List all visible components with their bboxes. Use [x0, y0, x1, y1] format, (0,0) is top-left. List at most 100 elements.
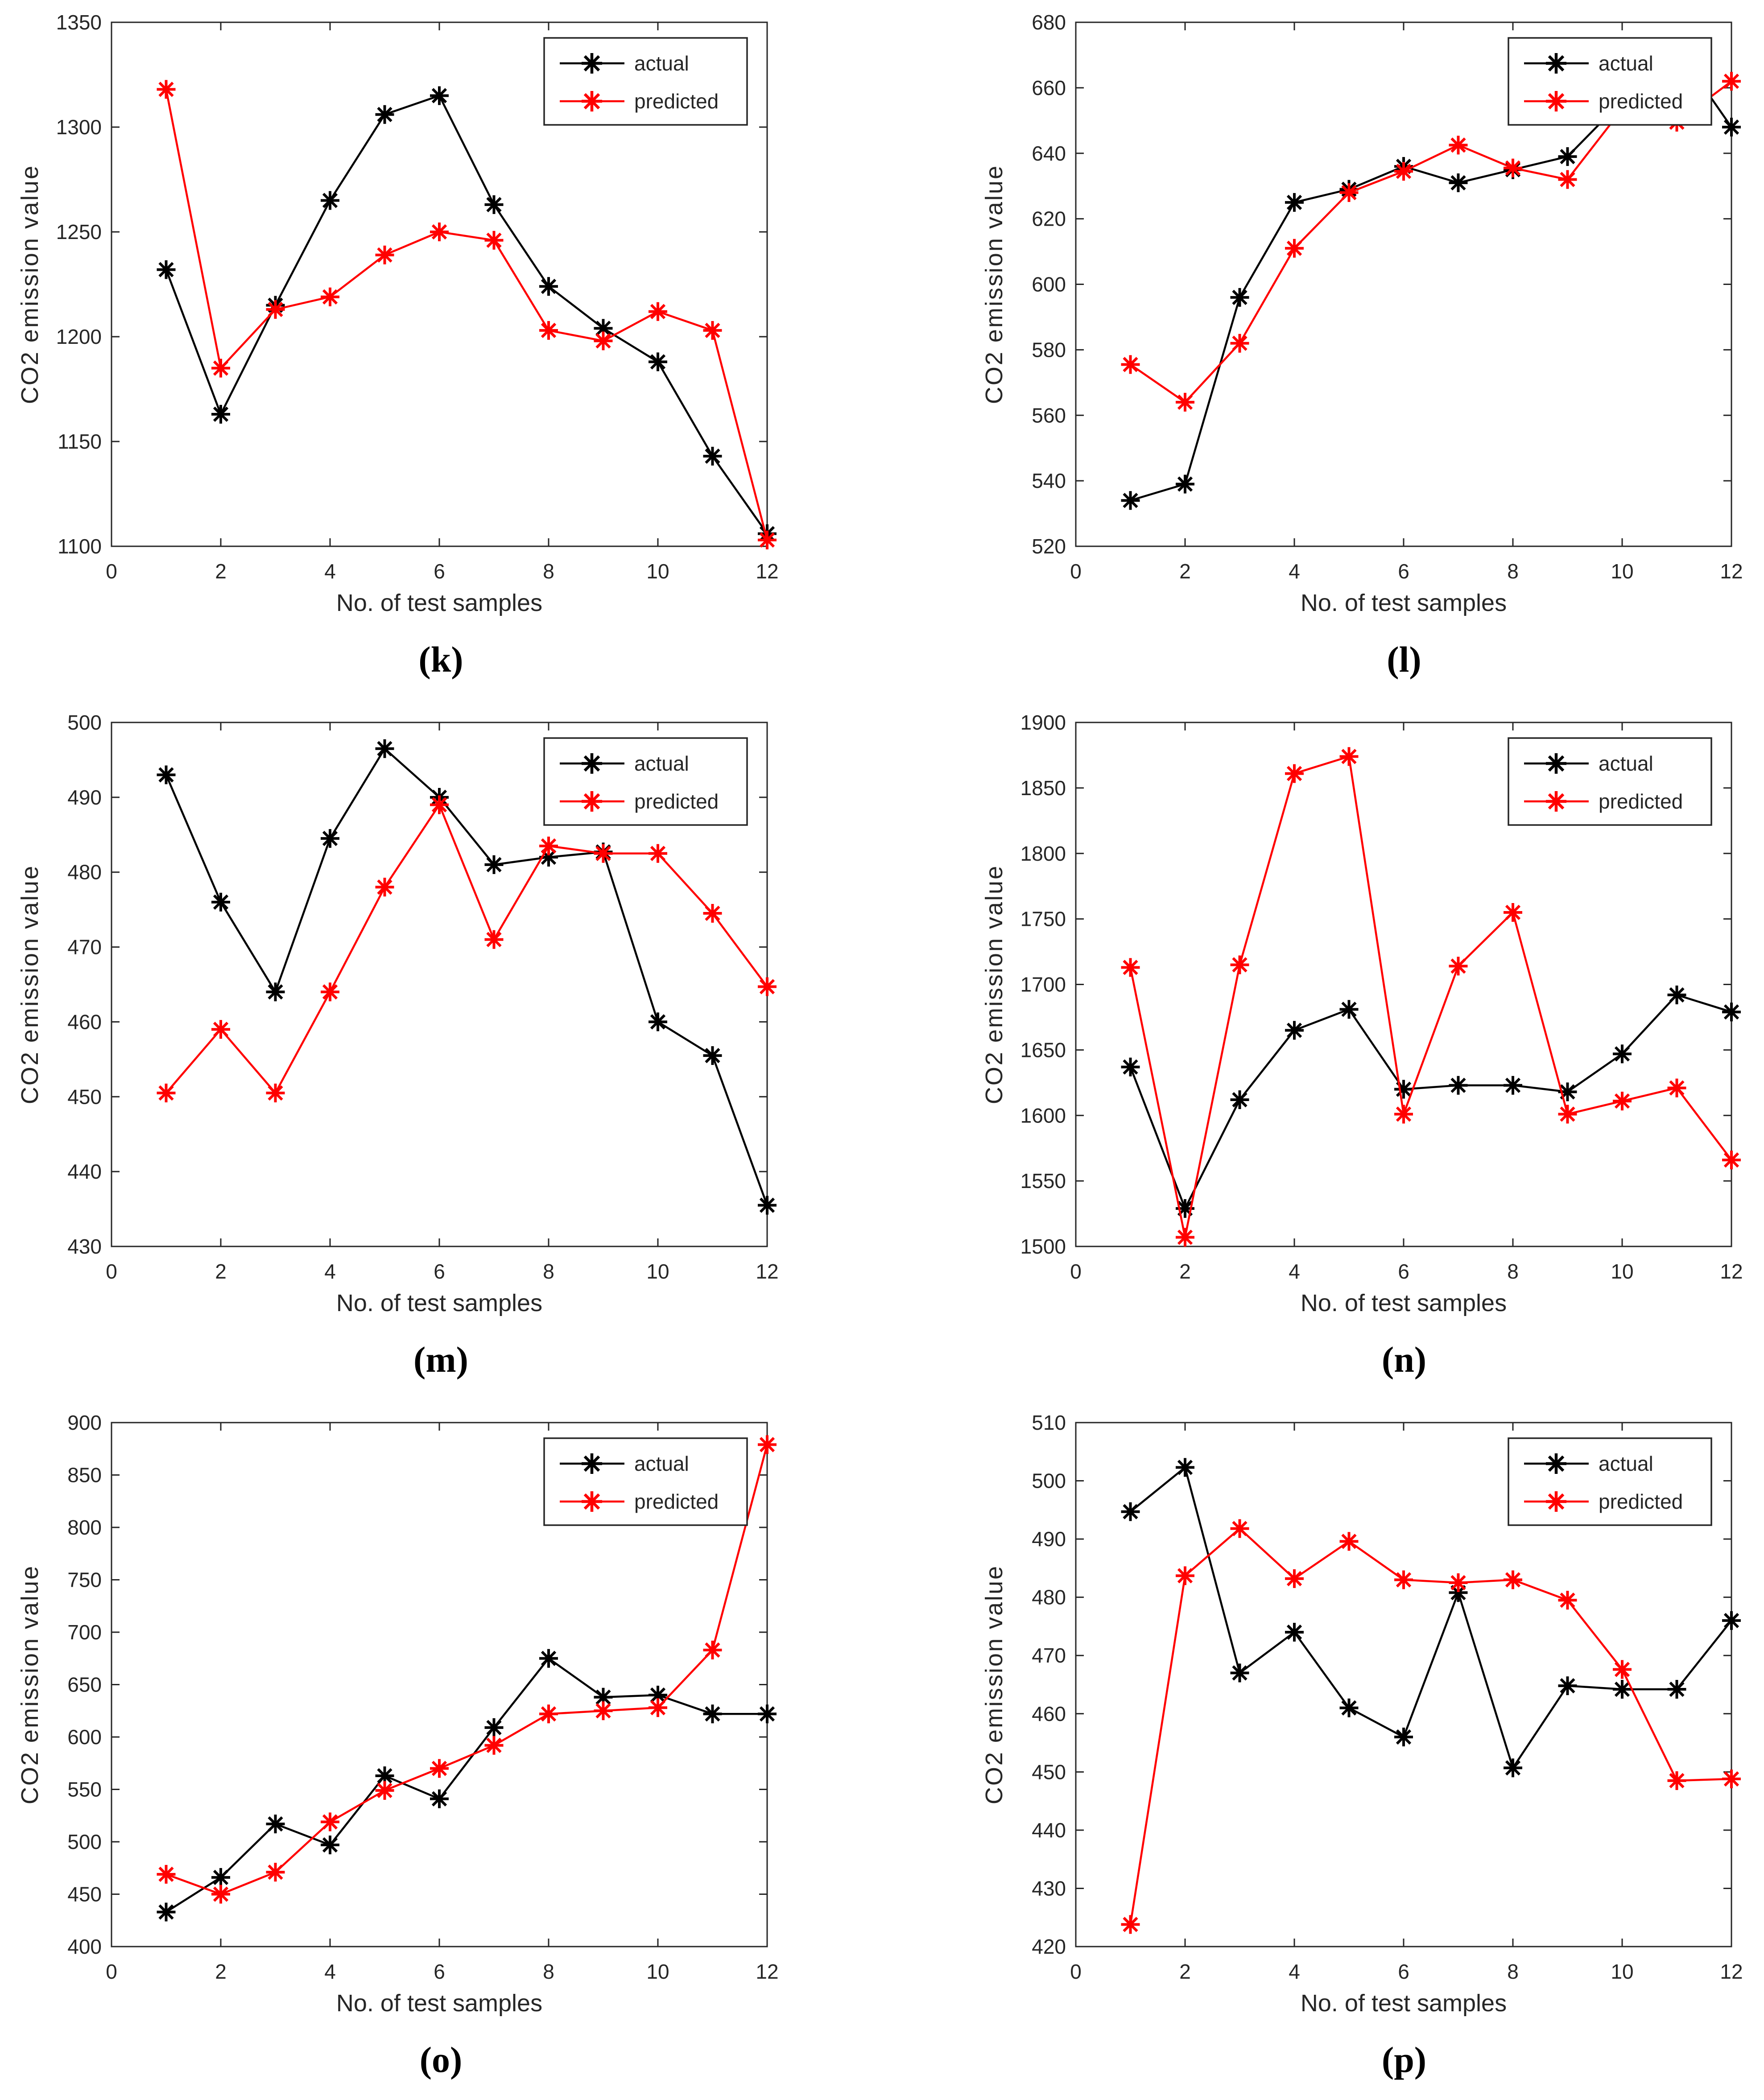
y-tick-labels: 1500 1550 1600 1650 1700 1750 1800 1850 1900 — [1020, 711, 1066, 1258]
svg-text:480: 480 — [67, 861, 102, 884]
svg-text:480: 480 — [1032, 1586, 1066, 1609]
svg-text:2: 2 — [215, 560, 227, 583]
y-tick-labels: 520 540 560 580 600 620 640 660 680 — [1032, 11, 1066, 558]
legend-box — [543, 737, 748, 826]
svg-text:10: 10 — [646, 1960, 669, 1983]
svg-text:1500: 1500 — [1020, 1235, 1066, 1258]
axis-ticks — [111, 1422, 768, 1947]
svg-text:1800: 1800 — [1020, 842, 1066, 865]
legend-label-predicted: predicted — [634, 90, 719, 113]
legend-box — [1508, 737, 1712, 826]
svg-text:2: 2 — [215, 1960, 227, 1983]
svg-text:400: 400 — [67, 1935, 102, 1958]
svg-text:680: 680 — [1032, 11, 1066, 34]
svg-text:8: 8 — [543, 560, 554, 583]
svg-text:0: 0 — [1070, 1260, 1082, 1283]
svg-text:440: 440 — [1032, 1819, 1066, 1842]
svg-text:8: 8 — [543, 1260, 554, 1283]
svg-text:460: 460 — [1032, 1702, 1066, 1725]
svg-text:1750: 1750 — [1020, 908, 1066, 931]
legend-marker-actual — [1546, 53, 1566, 74]
svg-text:620: 620 — [1032, 207, 1066, 231]
legend: actual predicted — [543, 1437, 748, 1526]
series-predicted-markers — [1121, 747, 1741, 1247]
svg-text:6: 6 — [434, 1960, 445, 1983]
x-axis-label: No. of test samples — [336, 1290, 542, 1316]
svg-text:0: 0 — [106, 1260, 117, 1283]
legend-label-actual: actual — [634, 1452, 689, 1475]
y-tick-labels: 400 450 500 550 600 650 700 750 800 850 900 — [67, 1411, 102, 1958]
svg-text:8: 8 — [1507, 1960, 1519, 1983]
series-predicted-line — [165, 89, 768, 540]
svg-text:1150: 1150 — [58, 430, 102, 453]
x-tick-labels: 0 2 4 6 8 10 12 — [106, 560, 778, 583]
svg-text:6: 6 — [434, 560, 445, 583]
svg-text:10: 10 — [646, 560, 669, 583]
svg-text:450: 450 — [1032, 1760, 1066, 1783]
series-predicted-line — [165, 1444, 768, 1895]
svg-text:580: 580 — [1032, 338, 1066, 361]
axis-ticks — [111, 21, 768, 547]
chart-o-plot: 0 2 4 6 8 10 12 400 450 500 550 600 650 700 750 800 850 9… — [17, 1411, 779, 2017]
svg-text:560: 560 — [1032, 404, 1066, 427]
svg-text:12: 12 — [1720, 1960, 1743, 1983]
chart-caption-o: (o) — [419, 2039, 463, 2080]
x-axis-label: No. of test samples — [336, 590, 542, 616]
legend: actual predicted — [1508, 1437, 1712, 1526]
svg-text:1650: 1650 — [1020, 1038, 1066, 1061]
svg-text:850: 850 — [67, 1464, 102, 1487]
svg-text:4: 4 — [1289, 1960, 1300, 1983]
y-axis-label: CO2 emission value — [17, 165, 43, 404]
y-axis-label: CO2 emission value — [981, 1565, 1008, 1804]
legend-label-predicted: predicted — [1599, 90, 1683, 113]
svg-text:12: 12 — [756, 560, 778, 583]
legend-marker-actual — [582, 753, 602, 774]
svg-text:0: 0 — [1070, 1960, 1082, 1983]
legend-box — [1508, 37, 1712, 126]
svg-text:12: 12 — [1720, 1260, 1743, 1283]
chart-caption-k: (k) — [418, 639, 463, 680]
chart-panel-n: 0 2 4 6 8 10 12 1500 1550 1600 1650 1700 1750 1800 185… — [882, 700, 1764, 1400]
x-axis-label: No. of test samples — [1301, 590, 1507, 616]
series-predicted-line — [165, 802, 768, 1095]
svg-text:4: 4 — [1289, 1260, 1300, 1283]
svg-text:4: 4 — [324, 1960, 336, 1983]
svg-text:520: 520 — [1032, 535, 1066, 558]
svg-text:8: 8 — [543, 1960, 554, 1983]
svg-text:8: 8 — [1507, 560, 1519, 583]
svg-text:12: 12 — [1720, 560, 1743, 583]
svg-text:470: 470 — [67, 936, 102, 959]
series-predicted-line — [1129, 1527, 1732, 1925]
svg-text:450: 450 — [67, 1085, 102, 1108]
legend: actual predicted — [543, 37, 748, 126]
svg-text:430: 430 — [67, 1235, 102, 1258]
svg-text:6: 6 — [1398, 560, 1409, 583]
svg-text:540: 540 — [1032, 469, 1066, 492]
svg-text:2: 2 — [1179, 1960, 1191, 1983]
legend-label-actual: actual — [1599, 752, 1653, 775]
svg-text:1100: 1100 — [58, 535, 102, 558]
series-predicted — [157, 795, 777, 1102]
series-actual — [157, 1649, 777, 1922]
legend-marker-actual — [1546, 1453, 1566, 1474]
series-predicted — [1121, 1519, 1741, 1934]
legend-label-actual: actual — [1599, 52, 1653, 75]
svg-text:550: 550 — [67, 1778, 102, 1801]
legend-marker-actual — [582, 53, 602, 74]
svg-text:0: 0 — [106, 1960, 117, 1983]
svg-text:1850: 1850 — [1020, 776, 1066, 800]
svg-text:8: 8 — [1507, 1260, 1519, 1283]
legend: actual predicted — [1508, 37, 1712, 126]
svg-text:0: 0 — [106, 560, 117, 583]
y-axis-label: CO2 emission value — [981, 165, 1008, 404]
svg-text:10: 10 — [1611, 1260, 1633, 1283]
legend-marker-predicted — [1546, 91, 1566, 111]
x-axis-label: No. of test samples — [1301, 1290, 1507, 1316]
y-tick-labels: 420 430 440 450 460 470 480 490 500 510 — [1032, 1411, 1066, 1958]
series-predicted-markers — [157, 80, 777, 549]
svg-text:510: 510 — [1032, 1411, 1066, 1434]
axis-ticks — [1075, 21, 1732, 547]
legend-box — [1508, 1437, 1712, 1526]
svg-text:640: 640 — [1032, 142, 1066, 165]
